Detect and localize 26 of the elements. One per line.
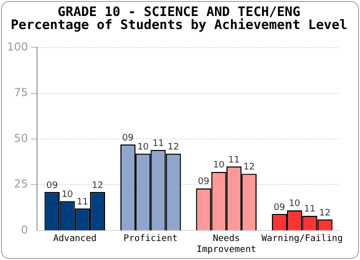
text: 12 [243, 162, 255, 173]
y-tick-label: 75 [14, 86, 28, 100]
text: 10 [213, 160, 225, 171]
y-tick-label: 25 [14, 178, 28, 191]
series-label: 12 [168, 142, 180, 152]
x-tick-label: Advanced [53, 234, 97, 244]
y-tick-label: 100 [6, 40, 28, 54]
series-label: 11 [76, 197, 88, 208]
x-tick-label: Needs Improvement [196, 234, 256, 255]
y-tick-label: 50 [14, 132, 28, 145]
text: 11 [304, 204, 316, 215]
text: 11 [228, 155, 240, 166]
text: 09 [46, 180, 58, 191]
series-label: 09 [122, 133, 134, 144]
x-tick-label: Proficient [124, 234, 178, 244]
text: 09 [274, 202, 286, 213]
text: 12 [319, 208, 331, 218]
text: 12 [92, 180, 104, 191]
text: 09 [198, 177, 210, 188]
text: 10 [288, 199, 300, 210]
chart-subtitle: Percentage of Students by Achievement Level [10, 18, 348, 33]
x-tick-label: Warning/Failing [261, 234, 343, 244]
series-label: 10 [62, 190, 74, 200]
text: 11 [152, 138, 164, 149]
text: 10 [137, 142, 149, 152]
y-tick-label: 0 [20, 223, 28, 236]
